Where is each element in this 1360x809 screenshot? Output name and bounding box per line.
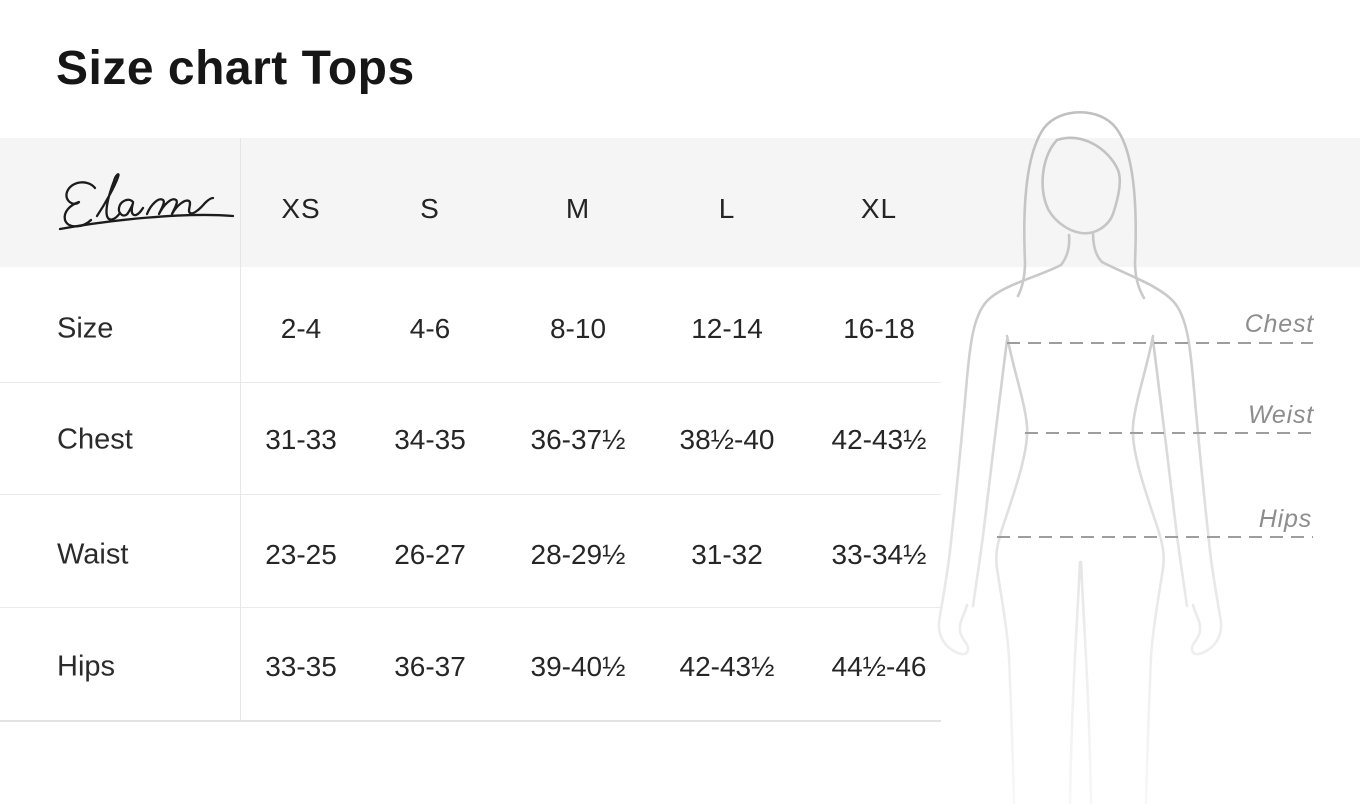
row-label-waist: Waist <box>57 538 129 571</box>
row-divider <box>0 382 941 383</box>
cell-size-s: 4-6 <box>409 313 451 344</box>
row-label-chest: Chest <box>57 423 133 456</box>
column-header-xs: XS <box>281 193 321 224</box>
cell-waist-s: 26-27 <box>394 539 466 570</box>
brand-logo: Elan <box>55 168 240 245</box>
cell-waist-m: 28-29½ <box>530 539 626 570</box>
row-label-hips: Hips <box>57 650 116 683</box>
cell-chest-xs: 31-33 <box>265 424 337 455</box>
page-title: Size chart Tops <box>56 42 415 95</box>
row-divider <box>0 607 941 608</box>
waist-measure-line <box>1025 432 1313 434</box>
chest-measure-line <box>1007 342 1313 344</box>
table-bottom-border <box>0 720 941 722</box>
cell-size-m: 8-10 <box>549 313 607 344</box>
cell-chest-s: 34-35 <box>394 424 466 455</box>
table-header-band <box>0 138 1360 267</box>
cell-hips-s: 36-37 <box>394 651 466 682</box>
label-column-divider <box>240 138 241 720</box>
row-label-size: Size <box>57 312 114 345</box>
cell-chest-l: 38½-40 <box>679 424 775 455</box>
woman-outline-icon <box>937 110 1223 806</box>
cell-chest-m: 36-37½ <box>530 424 626 455</box>
column-header-s: S <box>420 193 440 224</box>
column-header-l: L <box>718 193 736 224</box>
cell-waist-l: 31-32 <box>691 539 763 570</box>
row-divider <box>0 494 941 495</box>
cell-waist-xl: 33-34½ <box>831 539 927 570</box>
column-header-xl: XL <box>860 193 898 224</box>
waist-measure-label: Weist <box>1247 401 1314 429</box>
chest-measure-label: Chest <box>1244 310 1314 338</box>
cell-hips-m: 39-40½ <box>530 651 626 682</box>
cell-waist-xs: 23-25 <box>265 539 337 570</box>
cell-chest-xl: 42-43½ <box>831 424 927 455</box>
cell-hips-xs: 33-35 <box>265 651 337 682</box>
cell-hips-l: 42-43½ <box>679 651 775 682</box>
brand-signature-icon <box>58 173 235 231</box>
hips-measure-line <box>997 536 1313 538</box>
column-header-m: M <box>565 193 591 224</box>
cell-hips-xl: 44½-46 <box>831 651 927 682</box>
cell-size-l: 12-14 <box>691 313 763 344</box>
body-outline-illustration <box>930 104 1360 809</box>
hips-measure-label: Hips <box>1258 505 1312 533</box>
cell-size-xs: 2-4 <box>280 313 322 344</box>
cell-size-xl: 16-18 <box>843 313 915 344</box>
